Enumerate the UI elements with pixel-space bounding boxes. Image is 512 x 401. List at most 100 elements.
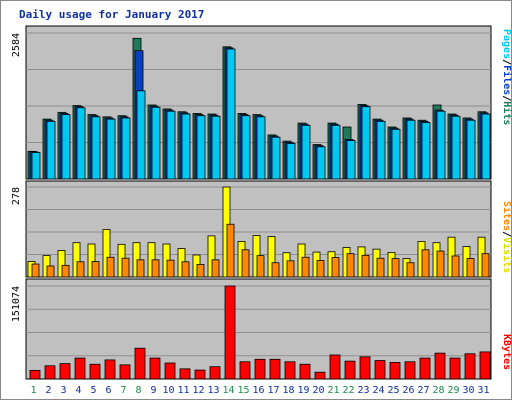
chart-title: Daily usage for January 2017 [19, 8, 205, 21]
bar-sites-day-21 [331, 257, 340, 278]
legend-kbytes-part: KBytes [501, 334, 512, 370]
bar-sites-day-20 [316, 260, 325, 278]
bar-pages-day-21 [331, 124, 341, 180]
bar-pages-day-11 [181, 113, 191, 180]
legend-pages-files-hits-part: Pages [501, 29, 512, 59]
bar-sites-day-11 [181, 261, 190, 278]
bar-pages-day-12 [196, 115, 206, 180]
bar-sites-day-19 [301, 256, 310, 278]
bar-pages-day-5 [91, 116, 101, 180]
bar-kbytes-day-15 [239, 361, 251, 380]
legend-sites-visits-part: Visits [501, 237, 512, 273]
bar-kbytes-day-5 [89, 363, 101, 380]
x-label-day-22: 22 [342, 385, 354, 396]
x-label-day-7: 7 [120, 385, 126, 396]
legend-sites-visits: Sites/Visits [501, 201, 512, 273]
bar-kbytes-day-2 [44, 365, 56, 380]
bar-sites-day-6 [106, 256, 115, 278]
bar-pages-day-20 [316, 146, 326, 180]
bar-sites-day-28 [436, 250, 445, 278]
bar-sites-day-22 [346, 253, 355, 278]
x-label-day-24: 24 [372, 385, 384, 396]
bar-pages-day-27 [421, 122, 431, 180]
bar-sites-day-7 [121, 257, 130, 278]
bar-visits-day-5 [87, 243, 96, 278]
x-label-day-16: 16 [252, 385, 264, 396]
x-label-day-4: 4 [75, 385, 81, 396]
x-label-day-20: 20 [312, 385, 324, 396]
bar-pages-day-16 [256, 116, 266, 180]
bar-pages-day-29 [451, 115, 461, 180]
bar-kbytes-day-22 [344, 360, 356, 380]
bar-sites-day-23 [361, 254, 370, 278]
x-label-day-15: 15 [237, 385, 249, 396]
x-label-day-30: 30 [462, 385, 474, 396]
bar-kbytes-day-14 [224, 285, 236, 380]
bar-kbytes-day-18 [284, 361, 296, 380]
bar-pages-day-30 [466, 119, 476, 180]
bar-kbytes-day-27 [419, 357, 431, 380]
bar-pages-day-3 [61, 114, 71, 180]
x-label-day-18: 18 [282, 385, 294, 396]
bar-kbytes-day-21 [329, 354, 341, 380]
bar-kbytes-day-29 [449, 357, 461, 380]
bar-sites-day-3 [61, 264, 70, 278]
bar-kbytes-day-1 [29, 369, 41, 380]
bar-pages-day-24 [376, 120, 386, 180]
x-label-day-1: 1 [30, 385, 36, 396]
bar-kbytes-day-30 [464, 353, 476, 380]
legend-pages-files-hits-part: Files [501, 65, 512, 95]
x-label-day-31: 31 [477, 385, 489, 396]
bar-sites-day-31 [481, 253, 490, 278]
x-label-day-21: 21 [327, 385, 339, 396]
bar-kbytes-day-24 [374, 360, 386, 380]
x-label-day-10: 10 [162, 385, 174, 396]
bar-kbytes-day-25 [389, 361, 401, 380]
legend-kbytes: KBytes [501, 334, 512, 370]
bar-sites-day-1 [31, 263, 40, 278]
x-label-day-12: 12 [192, 385, 204, 396]
bar-pages-day-4 [76, 107, 86, 180]
legend-pages-files-hits-part: Hits [501, 101, 512, 125]
bar-sites-day-9 [151, 259, 160, 278]
bar-sites-day-5 [91, 261, 100, 278]
bar-kbytes-day-7 [119, 364, 131, 380]
legend-sites-visits-part: / [501, 231, 512, 237]
bar-kbytes-day-4 [74, 357, 86, 380]
bar-pages-day-14 [226, 48, 236, 180]
bar-kbytes-day-8 [134, 347, 146, 380]
x-label-day-23: 23 [357, 385, 369, 396]
bar-sites-day-30 [466, 258, 475, 278]
bar-visits-day-6 [102, 229, 111, 278]
bar-kbytes-day-11 [179, 368, 191, 380]
bar-sites-day-8 [136, 259, 145, 278]
legend-pages-files-hits-part: / [501, 59, 512, 65]
x-label-day-27: 27 [417, 385, 429, 396]
bar-sites-day-29 [451, 255, 460, 278]
bar-pages-day-22 [346, 140, 356, 180]
x-label-day-9: 9 [150, 385, 156, 396]
x-label-day-6: 6 [105, 385, 111, 396]
bar-kbytes-day-13 [209, 366, 221, 380]
bar-sites-day-13 [211, 259, 220, 278]
bar-visits-day-13 [207, 235, 216, 278]
bar-pages-day-1 [31, 152, 41, 180]
bar-kbytes-day-17 [269, 358, 281, 380]
y-max-label: 151074 [11, 286, 22, 322]
x-label-day-3: 3 [60, 385, 66, 396]
bar-pages-day-25 [391, 128, 401, 180]
bar-kbytes-day-12 [194, 369, 206, 380]
bar-sites-day-16 [256, 255, 265, 278]
legend-pages-files-hits: Pages/Files/Hits [501, 29, 512, 125]
x-label-day-28: 28 [432, 385, 444, 396]
x-label-day-14: 14 [222, 385, 234, 396]
bar-kbytes-day-9 [149, 357, 161, 380]
x-label-day-26: 26 [402, 385, 414, 396]
bar-pages-day-9 [151, 106, 161, 180]
bar-kbytes-day-28 [434, 352, 446, 380]
bar-sites-day-25 [391, 258, 400, 278]
bar-kbytes-day-16 [254, 358, 266, 380]
bar-kbytes-day-26 [404, 361, 416, 380]
bar-visits-day-4 [72, 242, 81, 278]
